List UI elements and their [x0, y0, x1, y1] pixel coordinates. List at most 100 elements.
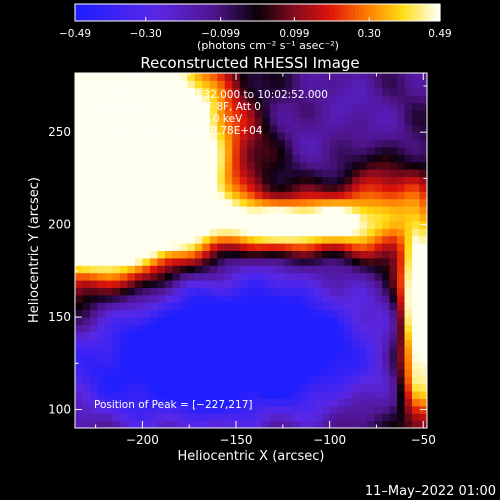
heatmap-cell	[75, 154, 83, 163]
heatmap-cell	[299, 198, 308, 207]
heatmap-cell	[194, 368, 203, 377]
heatmap-cell	[75, 250, 83, 259]
heatmap-cell	[82, 243, 91, 251]
heatmap-cell	[299, 146, 308, 155]
heatmap-cell	[157, 235, 166, 244]
heatmap-cell	[172, 339, 181, 348]
heatmap-cell	[89, 339, 98, 348]
heatmap-cell	[389, 154, 398, 163]
heatmap-cell	[337, 102, 346, 111]
heatmap-cell	[314, 413, 323, 422]
heatmap-cell	[307, 80, 316, 89]
heatmap-cell	[239, 302, 248, 311]
heatmap-cell	[382, 198, 391, 207]
heatmap-cell	[217, 368, 226, 377]
heatmap-cell	[367, 376, 376, 385]
heatmap-cell	[142, 324, 151, 333]
heatmap-cell	[127, 250, 136, 259]
heatmap-cell	[224, 324, 233, 333]
heatmap-cell	[217, 87, 226, 96]
heatmap-cell	[307, 287, 316, 296]
heatmap-cell	[344, 220, 353, 229]
heatmap-cell	[374, 132, 383, 141]
heatmap-cell	[187, 198, 196, 207]
heatmap-cell	[119, 272, 128, 281]
heatmap-cell	[157, 287, 166, 296]
heatmap-cell	[269, 420, 278, 429]
heatmap-cell	[149, 376, 158, 385]
heatmap-cell	[412, 331, 421, 340]
heatmap-cell	[217, 183, 226, 192]
heatmap-cell	[359, 220, 368, 229]
heatmap-cell	[209, 361, 218, 370]
heatmap-cell	[179, 376, 188, 385]
heatmap-cell	[224, 391, 233, 399]
heatmap-cell	[359, 117, 368, 126]
heatmap-cell	[404, 376, 413, 385]
heatmap-cell	[75, 80, 83, 89]
heatmap-cell	[352, 280, 361, 288]
heatmap-cell	[404, 87, 413, 96]
heatmap-cell	[284, 309, 293, 318]
heatmap-cell	[292, 161, 301, 170]
heatmap-cell	[412, 405, 421, 414]
heatmap-cell	[299, 154, 308, 163]
heatmap-cell	[75, 317, 83, 325]
heatmap-cell	[329, 132, 338, 141]
heatmap-cell	[82, 398, 91, 407]
heatmap-cell	[209, 250, 218, 259]
heatmap-cell	[164, 294, 173, 303]
heatmap-cell	[397, 331, 406, 340]
heatmap-cell	[389, 169, 398, 178]
heatmap-cell	[247, 198, 256, 207]
heatmap-cell	[374, 287, 383, 296]
heatmap-cell	[322, 302, 331, 311]
heatmap-cell	[127, 368, 136, 377]
heatmap-cell	[419, 324, 428, 333]
heatmap-cell	[164, 117, 173, 126]
heatmap-cell	[119, 102, 128, 111]
heatmap-cell	[367, 420, 376, 429]
heatmap-cell	[82, 339, 91, 348]
heatmap-cell	[397, 87, 406, 96]
heatmap-cell	[299, 117, 308, 126]
heatmap-cell	[179, 391, 188, 399]
heatmap-cell	[82, 132, 91, 141]
heatmap-cell	[157, 383, 166, 392]
heatmap-cell	[367, 206, 376, 215]
heatmap-cell	[112, 317, 121, 325]
heatmap-cell	[89, 161, 98, 170]
heatmap-cell	[194, 73, 203, 81]
heatmap-cell	[419, 161, 428, 170]
heatmap-cell	[367, 109, 376, 118]
heatmap-cell	[397, 191, 406, 200]
heatmap-cell	[209, 398, 218, 407]
heatmap-cell	[134, 309, 143, 318]
heatmap-cell	[119, 383, 128, 392]
heatmap-cell	[217, 243, 226, 251]
heatmap-cell	[164, 73, 173, 81]
heatmap-cell	[172, 87, 181, 96]
heatmap-cell	[187, 383, 196, 392]
heatmap-cell	[97, 294, 106, 303]
heatmap-cell	[172, 405, 181, 414]
heatmap-cell	[187, 287, 196, 296]
heatmap-cell	[82, 405, 91, 414]
heatmap-cell	[149, 361, 158, 370]
heatmap-cell	[292, 139, 301, 148]
heatmap-cell	[292, 391, 301, 399]
heatmap-cell	[217, 302, 226, 311]
heatmap-cell	[292, 324, 301, 333]
heatmap-cell	[97, 272, 106, 281]
heatmap-cell	[247, 302, 256, 311]
heatmap-cell	[104, 317, 113, 325]
heatmap-cell	[329, 154, 338, 163]
heatmap-cell	[329, 346, 338, 355]
heatmap-cell	[412, 272, 421, 281]
heatmap-cell	[292, 420, 301, 429]
image-annotations: 19–May–2012 10:00:32.000 to 10:02:52.000…	[94, 89, 328, 411]
heatmap-cell	[142, 191, 151, 200]
heatmap-cell	[292, 265, 301, 274]
colorbar-ticks: −0.49 −0.30 −0.099 0.099 0.30 0.49	[59, 17, 452, 40]
heatmap-cell	[247, 191, 256, 200]
